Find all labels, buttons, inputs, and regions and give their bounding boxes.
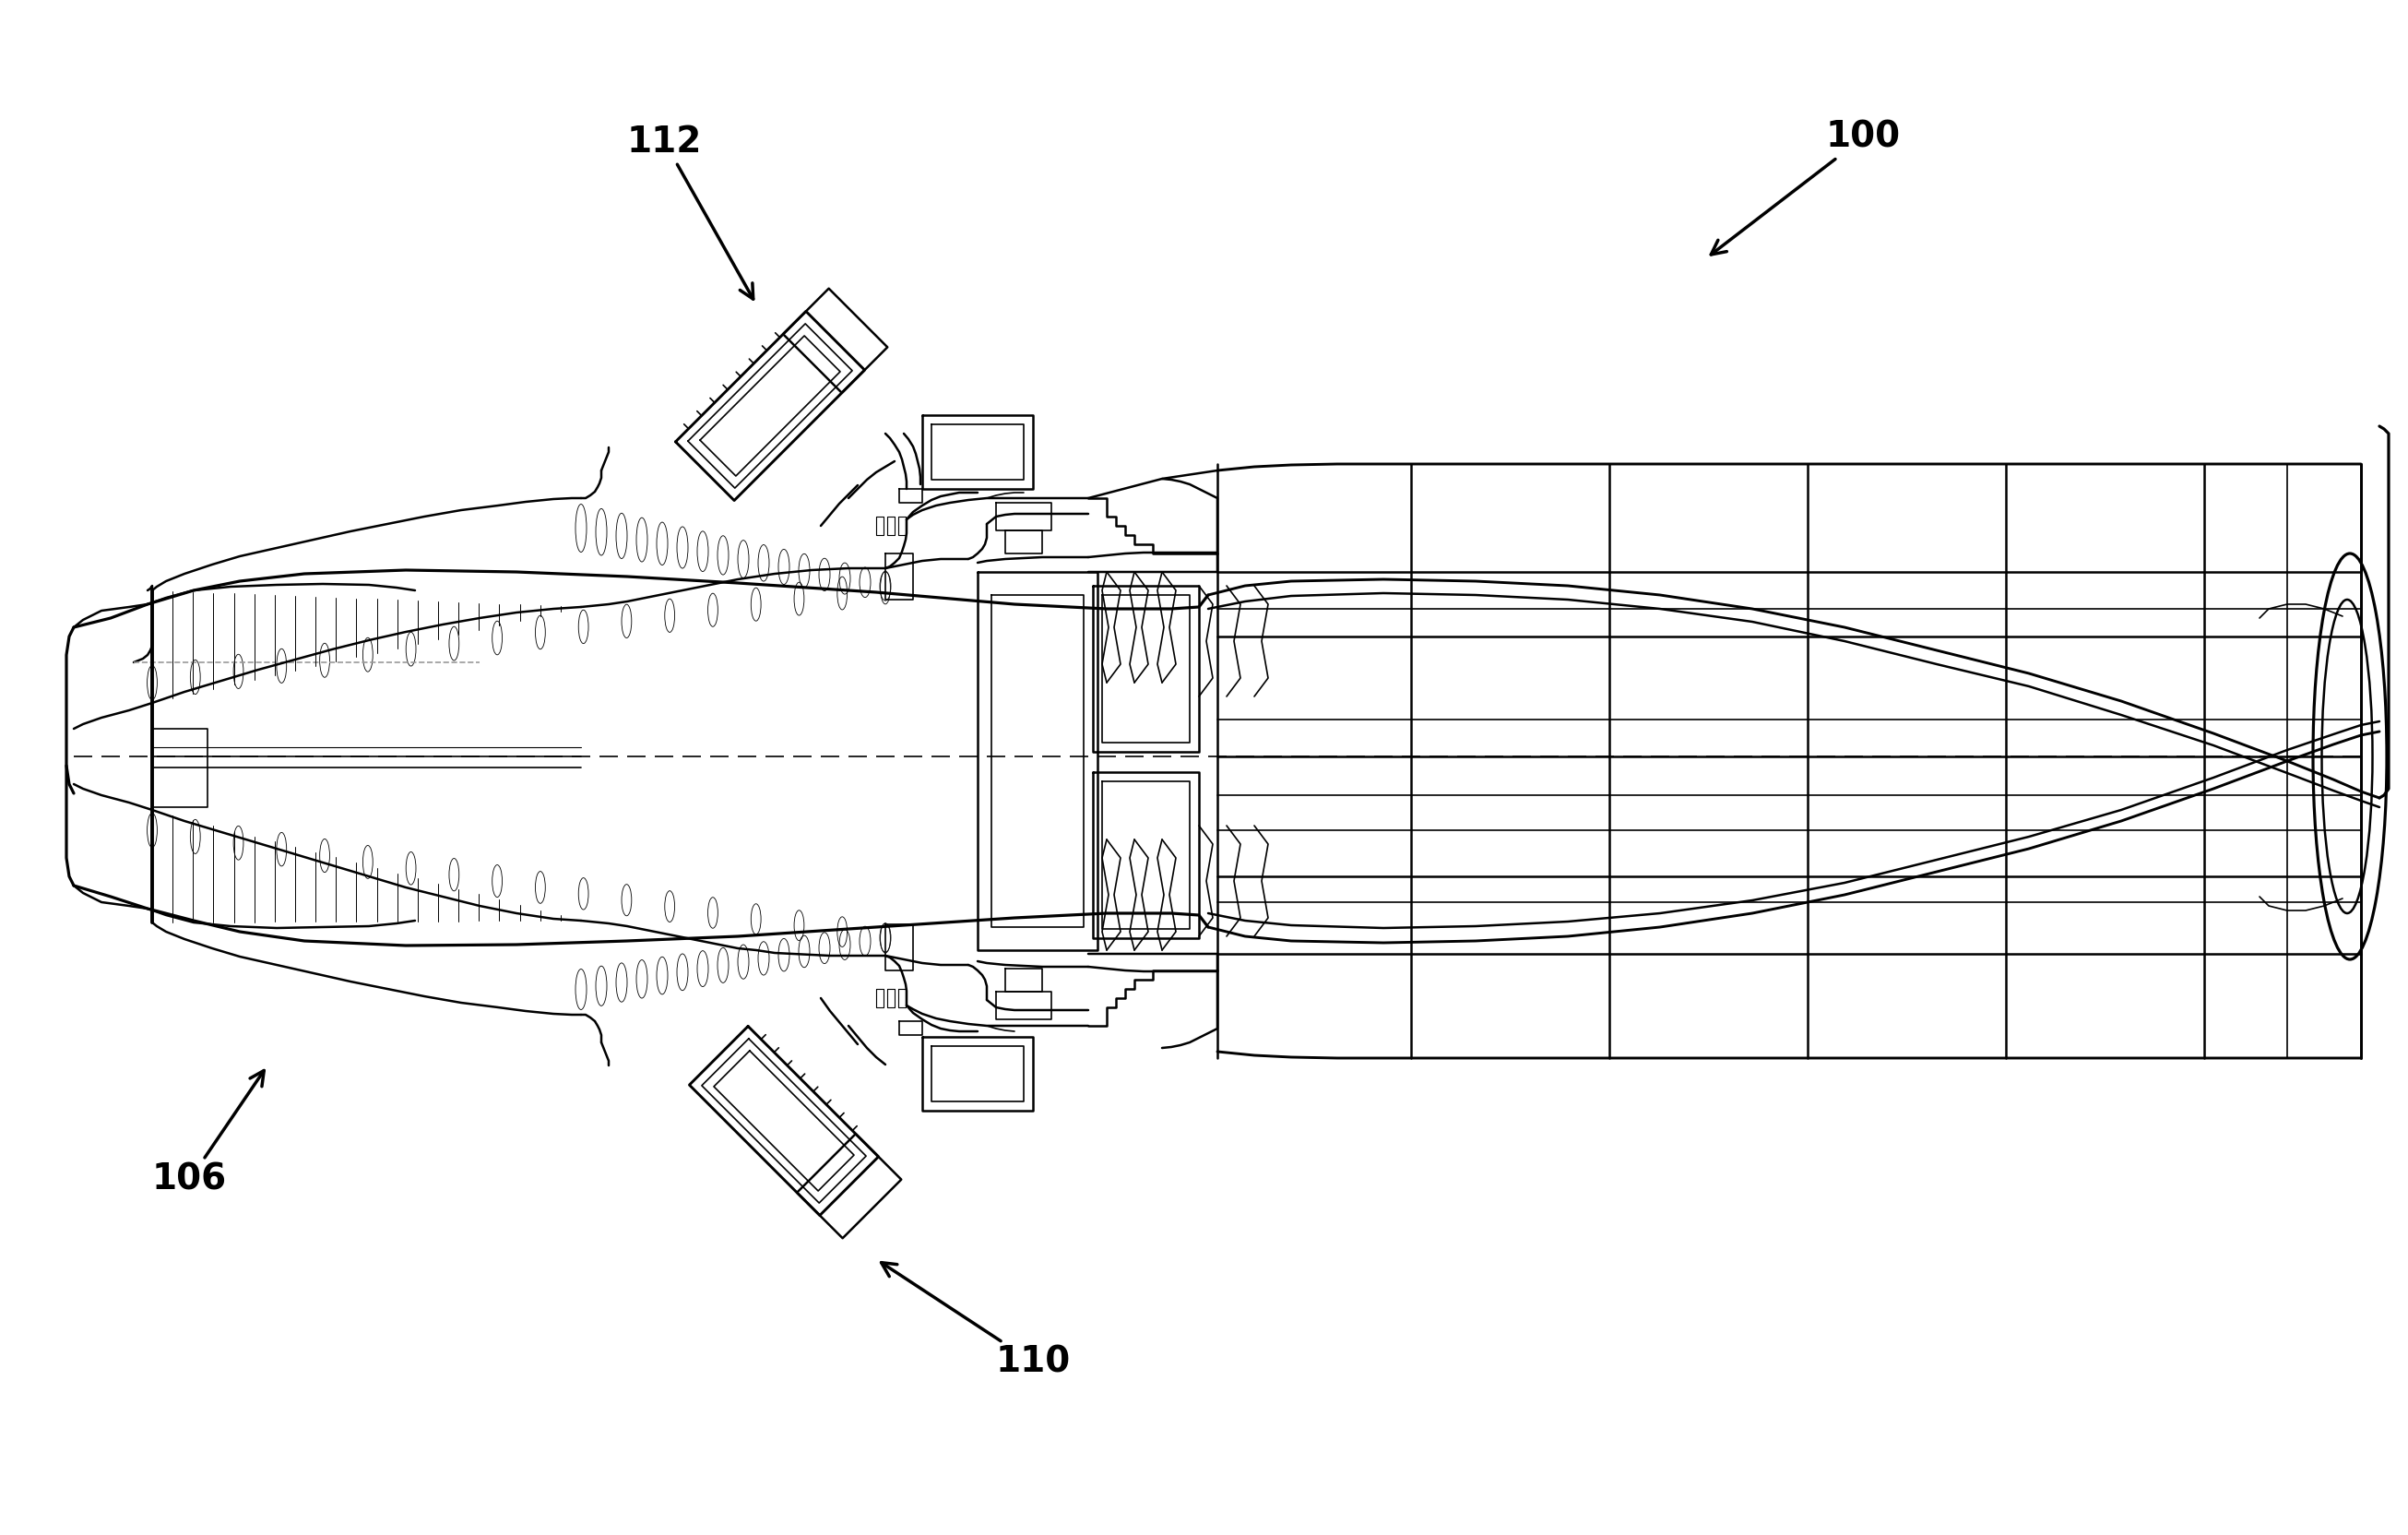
Text: 112: 112 xyxy=(626,124,754,299)
Text: 100: 100 xyxy=(1712,120,1900,255)
Text: 106: 106 xyxy=(152,1070,265,1197)
Text: 110: 110 xyxy=(881,1263,1072,1380)
